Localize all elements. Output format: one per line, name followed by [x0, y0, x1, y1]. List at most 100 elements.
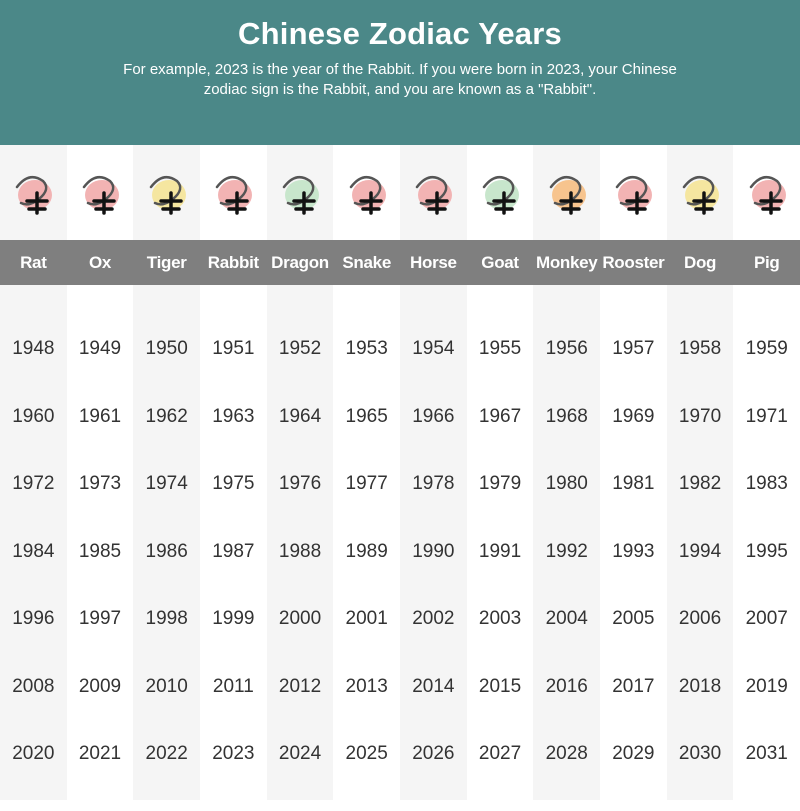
sign-label: Dragon: [271, 253, 329, 272]
year-cell: 1956: [545, 338, 588, 359]
year-cell: 1958: [678, 338, 722, 359]
sign-label: Pig: [753, 253, 780, 272]
rooster-icon: [600, 145, 667, 240]
year-cell: 1951: [212, 338, 255, 359]
year-cell: 2027: [478, 743, 522, 764]
year-cell: 1977: [345, 473, 388, 494]
dragon-icon: [267, 145, 334, 240]
year-cell: 1961: [78, 405, 122, 427]
year-cell: 2003: [478, 608, 522, 629]
column-pig: 1959 1971 1983 1995 2007 2019 2031: [733, 145, 800, 800]
sign-label: Ox: [88, 253, 112, 272]
year-cell: 2028: [545, 743, 588, 764]
horse-icon: [400, 145, 467, 240]
year-cell: 2015: [478, 675, 522, 697]
year-cell: 1949: [78, 338, 122, 359]
year-cell: 1996: [12, 608, 55, 629]
year-cell: 1950: [145, 338, 188, 359]
year-cell: 2020: [12, 743, 55, 764]
sign-label: Monkey: [535, 253, 598, 272]
year-cell: 2005: [612, 608, 655, 629]
year-cell: 2002: [412, 608, 455, 629]
year-cell: 1968: [545, 405, 588, 427]
year-cell: 1981: [612, 473, 655, 494]
year-cell: 1969: [612, 405, 655, 427]
year-cell: 2006: [678, 608, 722, 629]
year-cell: 1976: [278, 473, 322, 494]
sign-label: Snake: [342, 253, 391, 272]
year-cell: 2025: [345, 743, 388, 764]
year-cell: 2016: [545, 675, 588, 697]
snake-icon: [333, 145, 400, 240]
year-cell: 1980: [545, 473, 588, 494]
year-cell: 2001: [345, 608, 388, 629]
year-cell: 1978: [412, 473, 455, 494]
year-cell: 1960: [12, 405, 55, 427]
year-cell: 1959: [745, 338, 788, 359]
rabbit-icon: [200, 145, 267, 240]
year-cell: 1966: [412, 405, 455, 427]
year-cell: 1948: [12, 338, 55, 359]
year-cell: 2010: [145, 675, 188, 697]
year-cell: 2017: [612, 675, 655, 697]
sign-label: Rat: [20, 253, 47, 272]
year-cell: 2014: [412, 675, 455, 697]
pig-icon: [733, 145, 800, 240]
year-cell: 1999: [212, 608, 255, 629]
year-cell: 1990: [412, 540, 455, 562]
year-cell: 2012: [278, 675, 322, 697]
ox-icon: [67, 145, 134, 240]
year-cell: 1962: [145, 405, 188, 427]
year-cell: 1993: [612, 540, 655, 562]
year-cell: 1998: [145, 608, 188, 629]
column-rooster: 1957 1969 1981 1993 2005 2017 2029: [600, 145, 667, 800]
year-cell: 2022: [145, 743, 188, 764]
year-cell: 1994: [678, 540, 722, 562]
monkey-icon: [533, 145, 600, 240]
year-cell: 1992: [545, 540, 588, 562]
year-cell: 1955: [478, 338, 522, 359]
year-cell: 2000: [278, 608, 322, 629]
year-cell: 2009: [78, 675, 122, 697]
year-cell: 2008: [12, 675, 55, 697]
year-cell: 2013: [345, 675, 388, 697]
year-cell: 2019: [745, 675, 788, 697]
year-cell: 2026: [412, 743, 455, 764]
page-subtitle: For example, 2023 is the year of the Rab…: [123, 61, 677, 98]
year-cell: 1995: [745, 540, 788, 562]
year-cell: 1997: [78, 608, 122, 629]
sign-label-bar: Rat Ox Tiger Rabbit Dragon Snake Horse Goat Monk…: [0, 240, 800, 285]
column-snake: 1953 1965 1977 1989 2001 2013 2025: [333, 145, 400, 800]
year-cell: 2007: [745, 608, 788, 629]
page-title: Chinese Zodiac Years: [238, 16, 562, 51]
column-ox: 1949 1961 1973 1985 1997 2009 2021: [67, 145, 134, 800]
year-cell: 1986: [145, 540, 188, 562]
year-cell: 1982: [678, 473, 722, 494]
year-cell: 2030: [678, 743, 722, 764]
sign-label: Rooster: [602, 253, 665, 272]
year-cell: 2018: [678, 675, 722, 697]
year-cell: 2029: [612, 743, 655, 764]
sign-label: Horse: [410, 253, 457, 272]
year-cell: 1983: [745, 473, 788, 494]
year-cell: 1988: [278, 540, 322, 562]
header: Chinese Zodiac Years For example, 2023 i…: [0, 0, 800, 145]
sign-label: Rabbit: [207, 253, 259, 272]
dog-icon: [667, 145, 734, 240]
year-cell: 1979: [478, 473, 522, 494]
rat-icon: [0, 145, 67, 240]
sign-label: Goat: [481, 253, 519, 272]
year-cell: 2031: [745, 743, 788, 764]
year-cell: 1975: [212, 473, 255, 494]
year-cell: 1971: [745, 405, 788, 427]
year-cell: 1953: [345, 338, 388, 359]
sign-label: Tiger: [146, 253, 187, 272]
year-cell: 1957: [612, 338, 655, 359]
year-cell: 1972: [12, 473, 55, 494]
goat-icon: [467, 145, 534, 240]
year-cell: 2023: [212, 743, 255, 764]
year-cell: 1964: [278, 405, 322, 427]
year-cell: 2024: [278, 743, 322, 764]
year-cell: 1984: [12, 540, 55, 562]
year-cell: 1987: [212, 540, 255, 562]
